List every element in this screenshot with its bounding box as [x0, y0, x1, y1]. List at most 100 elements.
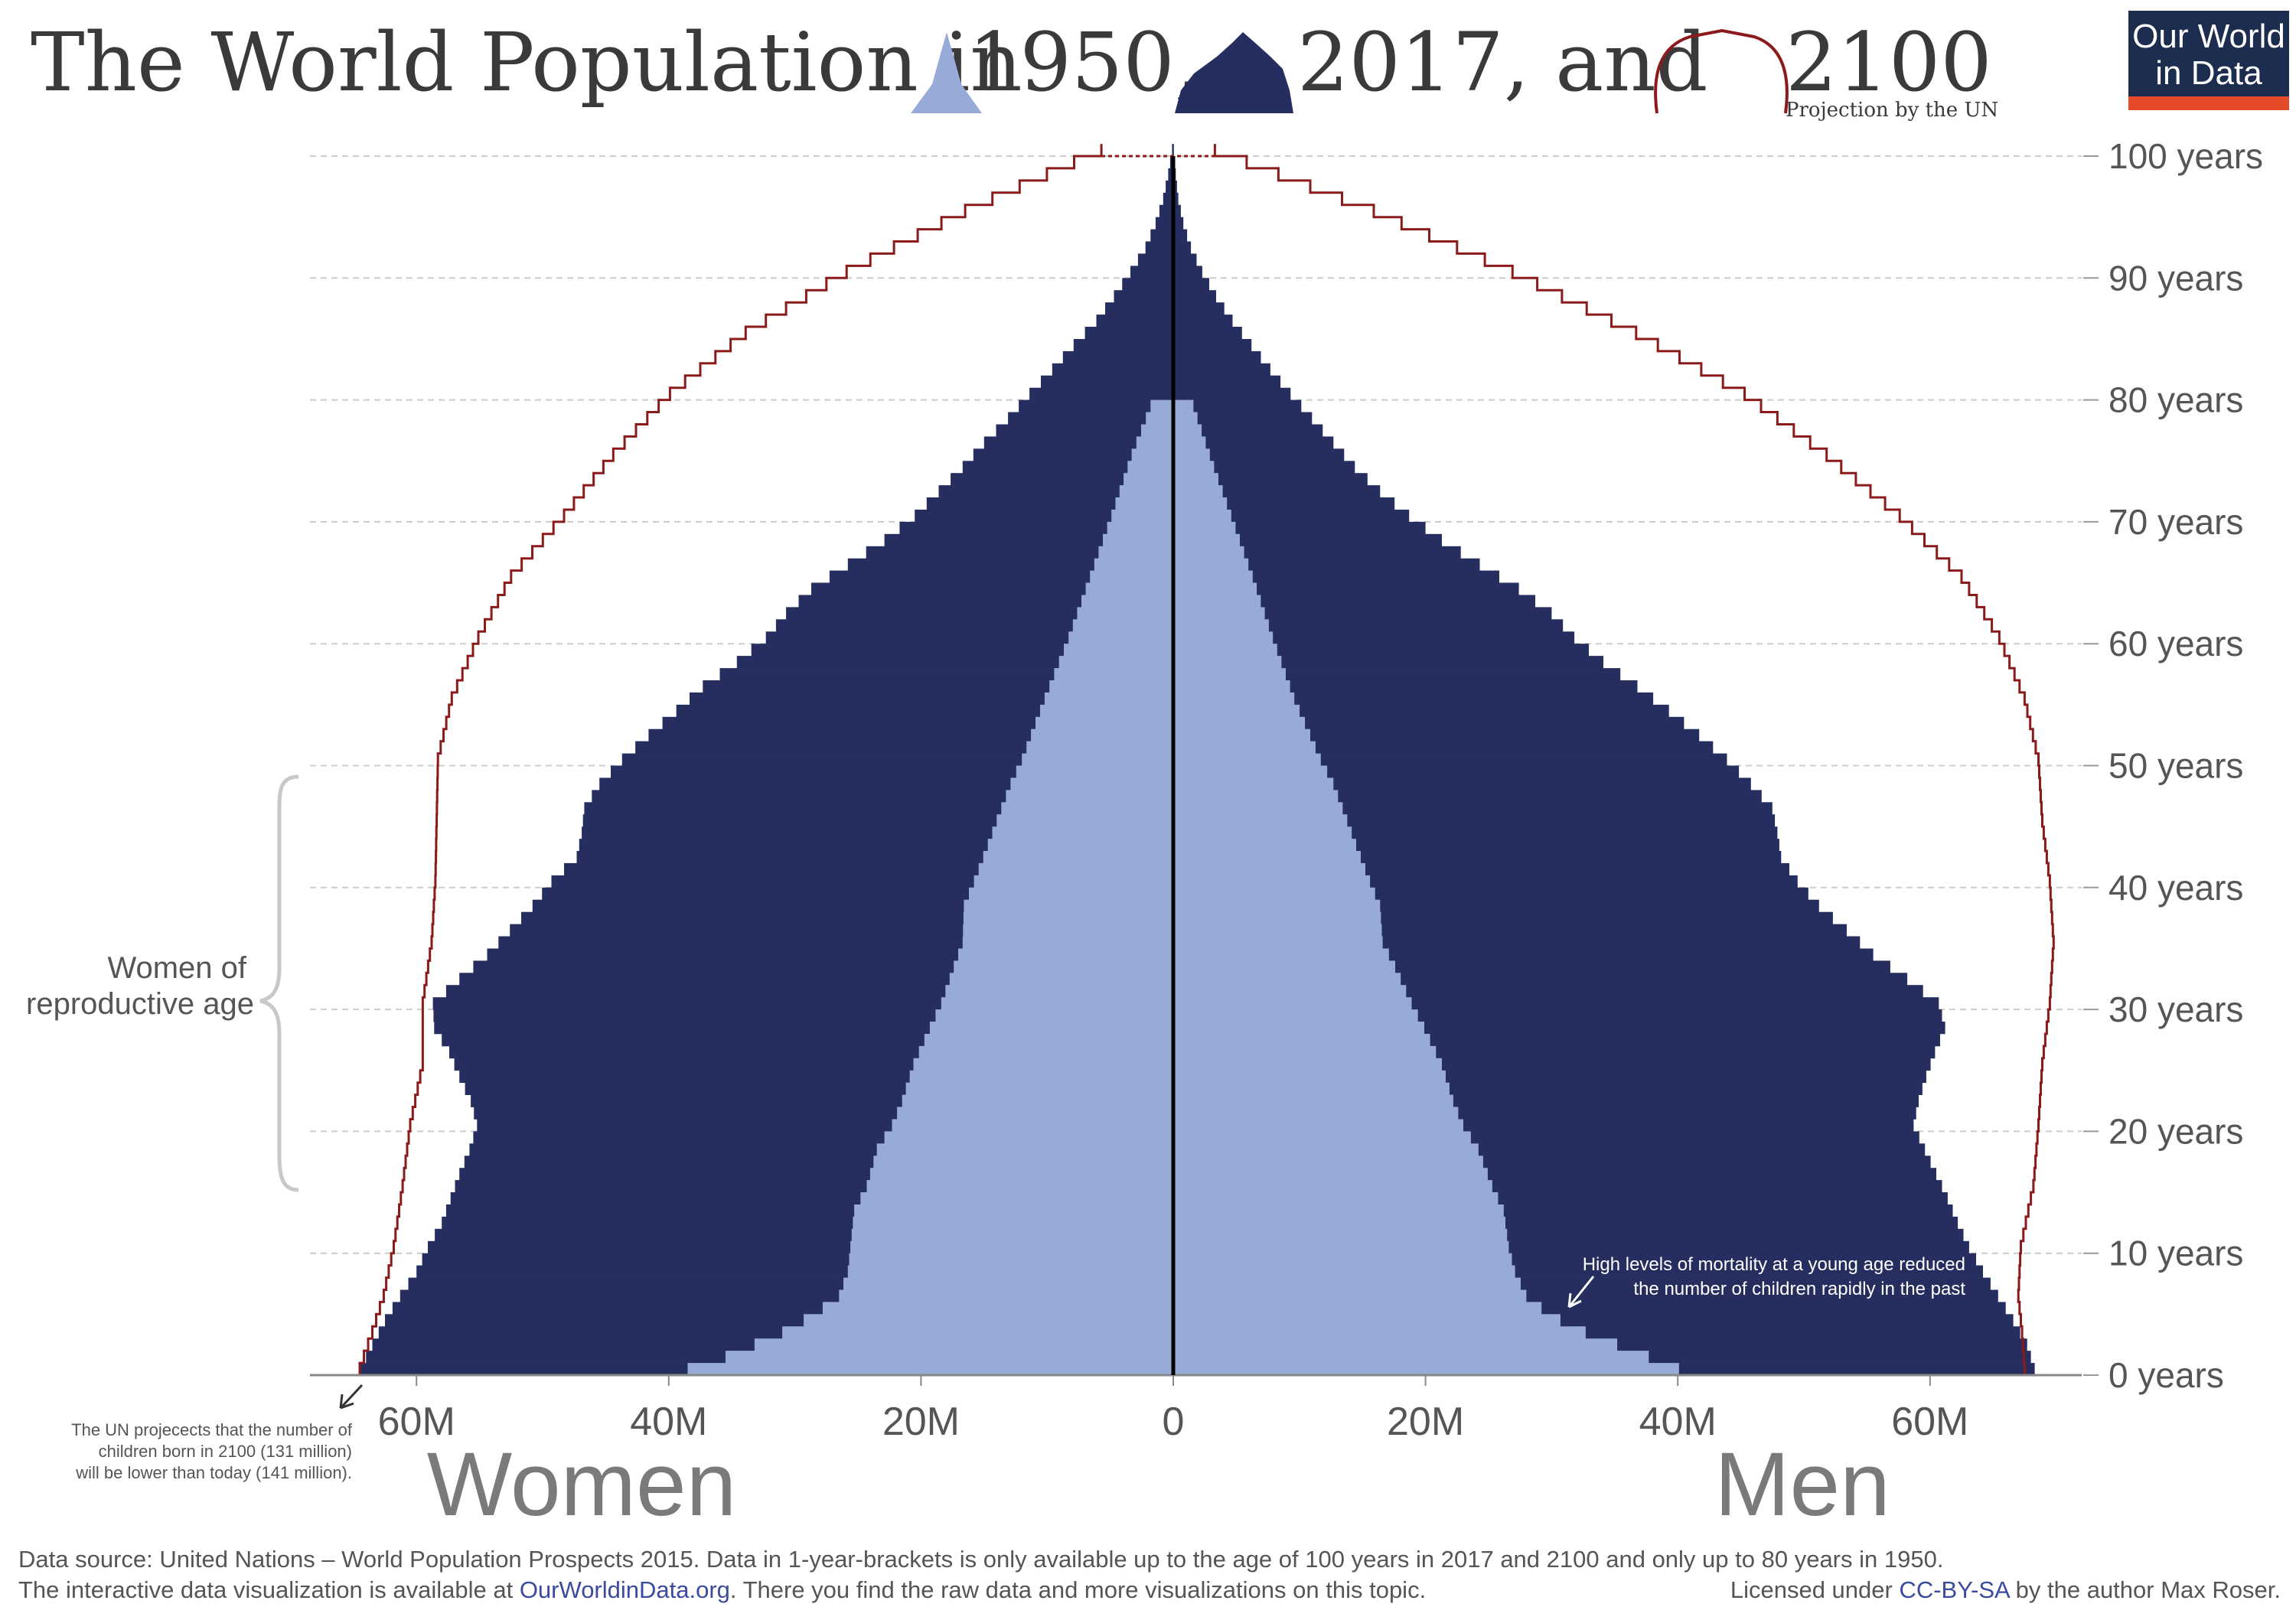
bar-1950-women [876, 1143, 1173, 1156]
bar-1950-men [1173, 436, 1206, 449]
bar-1950-women [935, 1009, 1173, 1022]
bar-1950-women [726, 1351, 1173, 1364]
bar-1950-men [1173, 1192, 1499, 1205]
bar-1950-men [1173, 1289, 1527, 1302]
age-tick-label: 20 years [2108, 1111, 2243, 1151]
bar-1950-men [1173, 790, 1339, 803]
bar-1950-women [913, 1058, 1173, 1071]
bar-2017-women [951, 473, 1173, 486]
bar-1950-women [1136, 436, 1173, 449]
bar-2017-men [1173, 558, 1480, 571]
bar-2017-women [1155, 217, 1173, 230]
bar-1950-women [1064, 644, 1173, 657]
bar-1950-women [851, 1228, 1173, 1242]
bar-1950-men [1173, 1302, 1542, 1315]
reproductive-label-2: reproductive age [26, 987, 254, 1021]
bar-1950-men [1173, 814, 1348, 827]
bar-1950-women [1103, 533, 1173, 547]
bar-1950-men [1173, 1034, 1430, 1047]
bar-2017-women [915, 510, 1173, 523]
bar-2017-women [973, 448, 1173, 461]
bar-1950-women [909, 1070, 1173, 1084]
bar-1950-men [1173, 546, 1244, 559]
age-tick-label: 30 years [2108, 989, 2243, 1029]
bar-2017-women [1105, 302, 1173, 315]
bar-1950-women [954, 960, 1173, 973]
bar-1950-men [1173, 1107, 1459, 1120]
bar-1950-women [1107, 521, 1173, 535]
bar-2017-women [1150, 229, 1173, 242]
x-tick-label: 20M [882, 1400, 960, 1444]
bar-2017-men [1173, 473, 1368, 486]
bar-1950-women [1010, 777, 1173, 790]
bar-1950-women [1115, 497, 1173, 510]
bar-2017-men [1173, 631, 1575, 644]
reproductive-label-1: Women of [107, 951, 246, 985]
bar-1950-women [962, 936, 1173, 949]
bar-2017-women [996, 424, 1173, 437]
license-link[interactable]: CC-BY-SA [1899, 1576, 2011, 1603]
bar-1950-women [978, 862, 1173, 876]
bar-1950-women [992, 826, 1173, 839]
bar-2017-men [1173, 144, 1174, 157]
bar-1950-women [1058, 656, 1173, 669]
men-label: Men [1714, 1434, 1890, 1535]
bar-1950-women [918, 1045, 1173, 1059]
outline-2100-women [358, 144, 1103, 1375]
bar-1950-women [853, 1216, 1173, 1230]
bar-1950-women [866, 1180, 1173, 1193]
bar-1950-men [1173, 826, 1352, 839]
owid-logo: Our World in Data [2128, 11, 2289, 110]
bar-1950-women [847, 1265, 1173, 1278]
bar-1950-women [854, 1204, 1173, 1217]
bar-2017-men [1173, 290, 1216, 303]
bar-1950-men [1173, 851, 1361, 864]
owid-link[interactable]: OurWorldinData.org [520, 1576, 730, 1603]
bar-1950-men [1173, 461, 1215, 474]
axis-layer [310, 156, 2082, 1386]
bar-2017-women [1084, 327, 1173, 340]
bar-1950-women [983, 851, 1173, 864]
bar-1950-men [1173, 862, 1365, 876]
bar-1950-men [1173, 1314, 1561, 1327]
outline-2100-men [1213, 144, 2055, 1375]
bar-1950-women [941, 997, 1173, 1010]
bar-2017-men [1173, 241, 1192, 254]
bar-1950-men [1173, 839, 1356, 852]
series-1950 [687, 399, 1679, 1376]
bar-1950-women [860, 1192, 1173, 1205]
bar-1950-men [1173, 765, 1328, 778]
bar-2017-men [1173, 192, 1179, 206]
bar-2017-women [786, 607, 1173, 620]
bar-1950-women [963, 911, 1173, 924]
bar-1950-men [1173, 985, 1407, 998]
bar-1950-men [1173, 570, 1253, 583]
un-note-line-3: will be lower than today (141 million). [75, 1463, 352, 1482]
bar-1950-women [1006, 790, 1173, 803]
title-2017: 2017, and [1297, 15, 1707, 109]
age-tick-labels: 100 years 90 years 80 years 70 years 60 year… [2108, 136, 2263, 1395]
un-note-annotation: The UN projecects that the number of chi… [71, 1384, 364, 1482]
bar-1950-women [687, 1363, 1173, 1376]
bar-1950-men [1173, 1009, 1418, 1022]
bar-1950-men [1173, 1070, 1446, 1084]
bar-2017-men [1173, 327, 1242, 340]
footer-interactive: The interactive data visualization is av… [18, 1576, 1426, 1603]
bar-2017-women [1163, 192, 1173, 206]
bar-1950-women [849, 1253, 1173, 1266]
bar-1950-men [1173, 729, 1310, 742]
bar-1950-men [1173, 1131, 1471, 1144]
projection-note: Projection by the UN [1786, 99, 1998, 122]
bar-1950-women [1035, 716, 1173, 730]
bar-2017-men [1173, 510, 1410, 523]
bar-1950-men [1173, 1058, 1442, 1071]
bar-1950-men [1173, 1143, 1479, 1156]
bar-2017-women [1073, 339, 1173, 352]
bar-2017-men [1173, 229, 1188, 242]
bar-1950-men [1173, 753, 1321, 766]
bar-2017-men [1173, 533, 1442, 547]
footer: Data source: United Nations – World Popu… [18, 1546, 2281, 1603]
bar-1950-men [1173, 1277, 1521, 1290]
bar-1950-men [1173, 1338, 1618, 1351]
legend-1950-icon [911, 32, 982, 113]
